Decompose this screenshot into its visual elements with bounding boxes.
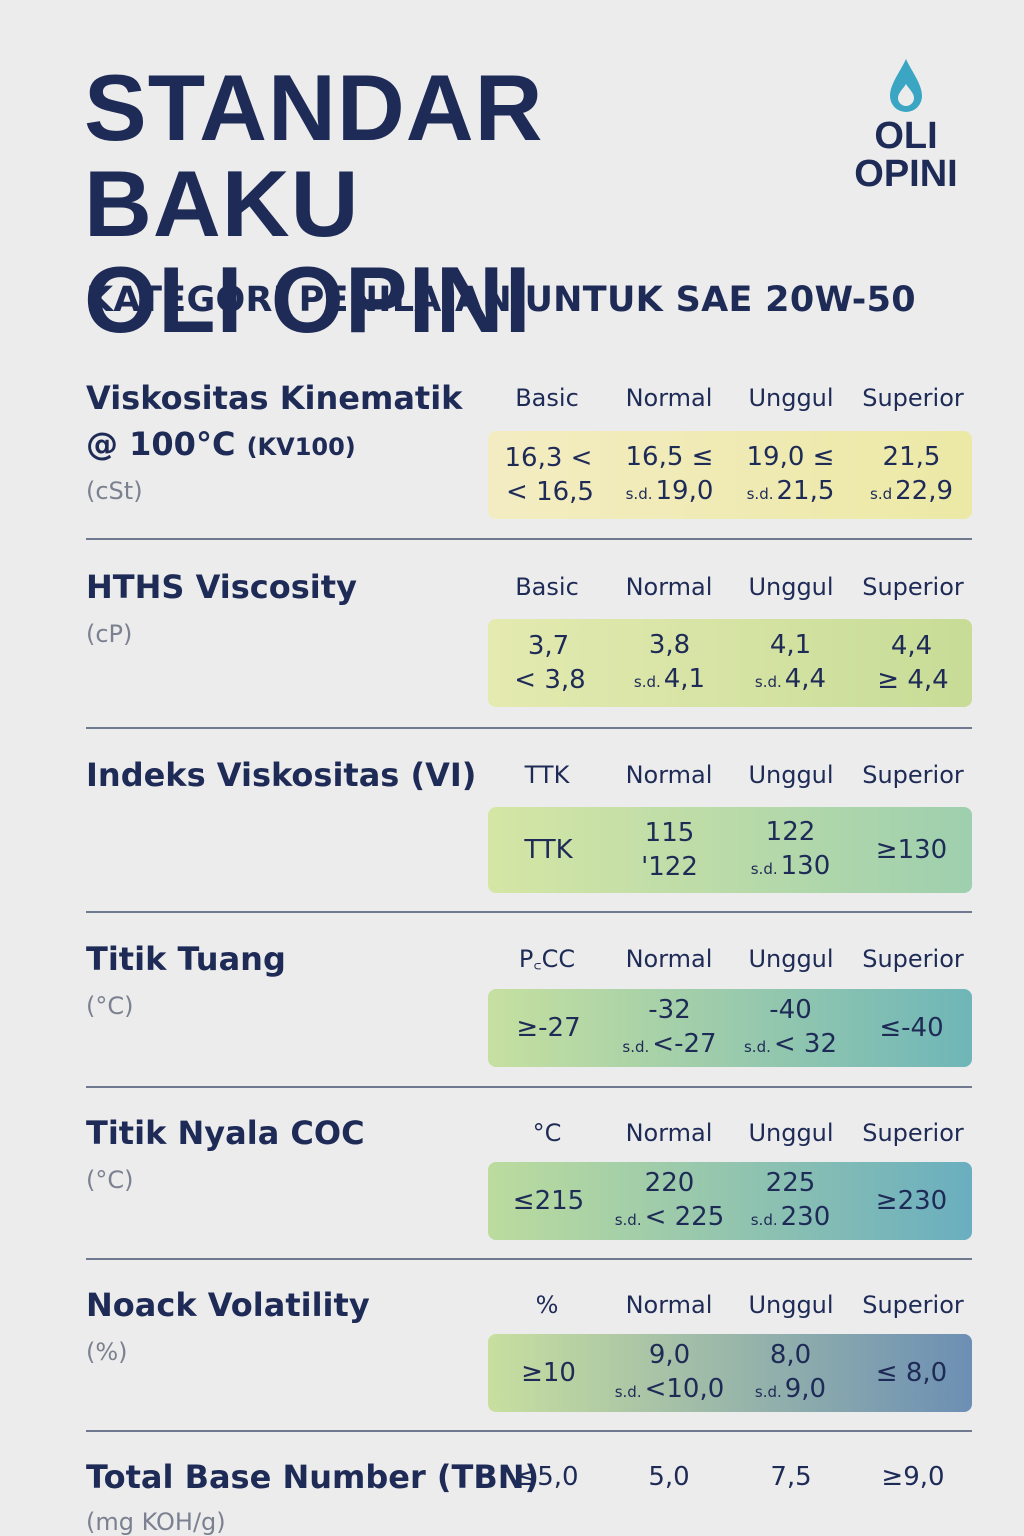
title-line-1: STANDAR BAKU xyxy=(84,55,544,256)
value-bar: ≥10 9,0 s.d. <10,0 8,0 s.d. 9,0 ≤ 8,0 xyxy=(488,1334,972,1412)
section-unit: (%) xyxy=(86,1338,128,1366)
header-cell: Unggul xyxy=(748,945,834,973)
header-cell: Unggul xyxy=(748,1291,834,1319)
value-cell: 16,3 < < 16,5 xyxy=(504,443,594,507)
value-cell: 225 s.d. 230 xyxy=(750,1167,831,1232)
header-cell: % xyxy=(535,1291,559,1319)
brand-logo: OLI OPINI xyxy=(836,56,976,195)
value-cell: ≤ 8,0 xyxy=(875,1358,948,1388)
value-cell: 9,0 s.d. <10,0 xyxy=(614,1339,725,1404)
value-cell: ≤-40 xyxy=(879,1013,944,1043)
value-cell: ≤215 xyxy=(512,1186,585,1216)
header-cell: Unggul xyxy=(748,573,834,601)
section-label: Total Base Number (TBN) xyxy=(86,1458,540,1496)
section-unit: (cSt) xyxy=(86,477,143,505)
value-cell: 3,7 < 3,8 xyxy=(514,631,586,695)
divider xyxy=(86,1086,972,1088)
section-unit: (mg KOH/g) xyxy=(86,1508,226,1536)
value-cell: ≥230 xyxy=(875,1186,948,1216)
header-cell: Unggul xyxy=(748,1119,834,1147)
title-line-2: OLI OPINI xyxy=(84,247,532,352)
divider xyxy=(86,727,972,729)
value-cell: ≥130 xyxy=(875,835,948,865)
header-cell: Superior xyxy=(862,1119,964,1147)
section-label: Viskositas Kinematik @ 100°C (KV100) xyxy=(86,379,463,463)
tbn-value-cell: ≥9,0 xyxy=(881,1462,945,1492)
value-cell: 3,8 s.d. 4,1 xyxy=(633,629,706,694)
section-label: Noack Volatility xyxy=(86,1286,370,1324)
section-unit: (cP) xyxy=(86,620,133,648)
header-cell: Superior xyxy=(862,761,964,789)
value-cell: -32 s.d. <-27 xyxy=(622,994,717,1059)
header-cell: Basic xyxy=(515,573,579,601)
value-bar: 3,7 < 3,8 3,8 s.d. 4,1 4,1 s.d. 4,4 4,4 ≥ 4,4 xyxy=(488,619,972,707)
section-label: Titik Nyala COC xyxy=(86,1114,365,1152)
value-cell: 19,0 ≤ s.d. 21,5 xyxy=(746,441,835,506)
divider xyxy=(86,1258,972,1260)
page-subtitle: KATEGORI PENILAIAN UNTUK SAE 20W-50 xyxy=(86,280,916,320)
value-cell: 122 s.d. 130 xyxy=(750,816,831,881)
section-unit: (°C) xyxy=(86,1166,134,1194)
value-cell: 16,5 ≤ s.d. 19,0 xyxy=(625,441,714,506)
header-cell: TTK xyxy=(524,761,570,789)
value-bar: ≤215 220 s.d. < 225 225 s.d. 230 ≥230 xyxy=(488,1162,972,1240)
header-cell: Basic xyxy=(515,384,579,412)
category-headers: % Normal Unggul Superior xyxy=(486,1282,976,1328)
category-headers: TTK Normal Unggul Superior xyxy=(486,752,976,798)
header-cell: Unggul xyxy=(748,761,834,789)
category-headers: P꜀CC Normal Unggul Superior xyxy=(486,936,976,982)
value-cell: 115'122 xyxy=(641,818,698,882)
value-cell: 4,1 s.d. 4,4 xyxy=(754,629,827,694)
header-cell: Superior xyxy=(862,384,964,412)
tbn-value-cell: 7,5 xyxy=(770,1462,812,1492)
header-cell: Superior xyxy=(862,573,964,601)
header-cell: °C xyxy=(532,1119,562,1147)
value-cell: 4,4 ≥ 4,4 xyxy=(877,631,949,695)
divider xyxy=(86,1430,972,1432)
section-label: Titik Tuang xyxy=(86,940,286,978)
header-cell: Normal xyxy=(625,573,713,601)
category-headers: °C Normal Unggul Superior xyxy=(486,1110,976,1156)
header-cell: Unggul xyxy=(748,384,834,412)
section-label: HTHS Viscosity xyxy=(86,568,357,606)
header-cell: Normal xyxy=(625,384,713,412)
value-cell: ≥10 xyxy=(521,1358,576,1388)
value-bar: ≥-27 -32 s.d. <-27 -40 s.d. < 32 ≤-40 xyxy=(488,989,972,1067)
header-cell: P꜀CC xyxy=(518,945,576,973)
tbn-value-cell: ≤5,0 xyxy=(515,1462,579,1492)
category-headers: Basic Normal Unggul Superior xyxy=(486,564,976,610)
divider xyxy=(86,538,972,540)
label-abbrev: (KV100) xyxy=(246,433,356,461)
value-cell: TTK xyxy=(524,835,573,865)
section-unit: (°C) xyxy=(86,992,134,1020)
section-label: Indeks Viskositas (VI) xyxy=(86,756,477,794)
value-cell: 220 s.d. < 225 xyxy=(614,1167,725,1232)
value-cell: 21,5 s.d 22,9 xyxy=(870,441,953,506)
header-cell: Superior xyxy=(862,945,964,973)
logo-text-line-1: OLI xyxy=(874,115,938,157)
value-bar: TTK 115'122 122 s.d. 130 ≥130 xyxy=(488,807,972,893)
header-cell: Normal xyxy=(625,1119,713,1147)
logo-text-line-2: OPINI xyxy=(854,153,958,195)
category-headers: Basic Normal Unggul Superior xyxy=(486,375,976,421)
page-title: STANDAR BAKU OLI OPINI xyxy=(84,60,844,348)
oil-drop-icon xyxy=(890,59,922,112)
value-cell: -40 s.d. < 32 xyxy=(743,994,837,1059)
header-cell: Normal xyxy=(625,1291,713,1319)
tbn-value-cell: 5,0 xyxy=(648,1462,690,1492)
value-cell: 8,0 s.d. 9,0 xyxy=(754,1339,827,1404)
divider xyxy=(86,911,972,913)
label-line-2: @ 100°C xyxy=(86,425,236,463)
value-bar: 16,3 < < 16,5 16,5 ≤ s.d. 19,0 19,0 ≤ s.d. 21… xyxy=(488,431,972,519)
header-cell: Normal xyxy=(625,761,713,789)
tbn-values: ≤5,0 5,0 7,5 ≥9,0 xyxy=(486,1454,976,1500)
value-cell: ≥-27 xyxy=(516,1013,581,1043)
header-cell: Superior xyxy=(862,1291,964,1319)
header-cell: Normal xyxy=(625,945,713,973)
